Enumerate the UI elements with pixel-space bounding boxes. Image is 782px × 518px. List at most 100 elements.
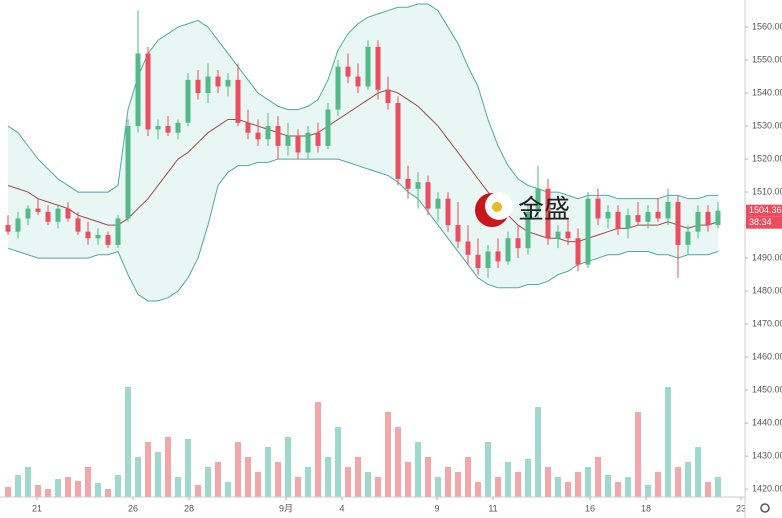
volume-bar [265, 447, 271, 497]
volume-bar [465, 457, 471, 497]
y-tick-label: 1450.00 [752, 384, 782, 394]
volume-bar [655, 472, 661, 497]
y-tick-label: 1560.00 [752, 21, 782, 31]
candle-body [175, 122, 181, 133]
volume-bar [345, 467, 351, 497]
y-tick-label: 1470.00 [752, 318, 782, 328]
candle-body [165, 126, 171, 133]
volume-bar [175, 477, 181, 497]
candle-body [105, 234, 111, 245]
volume-bar [15, 475, 21, 497]
candle-body [285, 135, 291, 146]
candle-body [615, 211, 621, 229]
candle-body [215, 76, 221, 87]
volume-bar [285, 437, 291, 497]
y-tick-label: 1520.00 [752, 153, 782, 163]
volume-bar [615, 482, 621, 497]
candle-body [585, 198, 591, 265]
y-tick-label: 1540.00 [752, 87, 782, 97]
candle-body [695, 211, 701, 232]
candle-body [705, 211, 711, 226]
volume-bar [485, 442, 491, 497]
volume-bar [705, 482, 711, 497]
volume-bar [335, 427, 341, 497]
volume-bar [165, 437, 171, 497]
volume-bar [55, 479, 61, 497]
candle-body [255, 132, 261, 140]
volume-bar [135, 457, 141, 497]
candle-body [265, 126, 271, 140]
x-tick-label: 4 [339, 503, 344, 513]
volume-bar [65, 477, 71, 497]
gear[interactable] [760, 503, 770, 513]
volume-bar [605, 475, 611, 497]
candle-body [555, 231, 561, 239]
y-tick-label: 1490.00 [752, 252, 782, 262]
candle-body [575, 238, 581, 265]
candle-body [535, 188, 541, 212]
volume-bar [625, 477, 631, 497]
last-price-box [746, 204, 782, 217]
volume-bar [715, 477, 721, 497]
volume-bar [385, 412, 391, 497]
y-tick-label: 1530.00 [752, 120, 782, 130]
volume-bar [245, 457, 251, 497]
volume-bar [115, 475, 121, 497]
candle-body [355, 76, 361, 87]
volume-bar [25, 467, 31, 497]
candle-body [15, 218, 21, 232]
volume-bar [415, 442, 421, 497]
volume-bar [315, 402, 321, 497]
candle-body [465, 241, 471, 255]
volume-bar [305, 467, 311, 497]
band-lower [7, 158, 719, 302]
candle-body [195, 79, 201, 94]
x-tick-label: 9月 [279, 503, 293, 513]
volume-bar [215, 462, 221, 497]
candle-body [155, 126, 161, 130]
x-tick-label: 28 [184, 503, 194, 513]
x-tick-label: 11 [488, 503, 497, 513]
volume-bar [695, 447, 701, 497]
x-tick-label: 26 [128, 503, 138, 513]
logo [475, 192, 513, 227]
volume-bar [595, 457, 601, 497]
logo-dot [492, 202, 502, 212]
candle-body [395, 102, 401, 179]
volume-bar [685, 462, 691, 497]
candle-body [85, 231, 91, 239]
candle-body [115, 218, 121, 245]
candle-body [315, 132, 321, 146]
volume-bar [325, 457, 331, 497]
y-tick-label: 1440.00 [752, 417, 782, 427]
candle-body [135, 53, 141, 127]
candle-body [205, 76, 211, 94]
y-tick-label: 1510.00 [752, 186, 782, 196]
candle-body [425, 182, 431, 209]
volume-bar [105, 489, 111, 497]
candle-body [655, 211, 661, 219]
volume-bar [495, 477, 501, 497]
volume-bar [45, 489, 51, 497]
volume-bar [5, 487, 11, 497]
y-tick-label: 1460.00 [752, 351, 782, 361]
volume-bar [295, 477, 301, 497]
volume-bar [75, 481, 81, 497]
volume-bar [535, 407, 541, 497]
volume-bar [365, 472, 371, 497]
volume-bar [95, 483, 101, 497]
candle-body [525, 211, 531, 249]
countdown-box [746, 216, 782, 229]
x-tick-label: 23 [736, 503, 746, 513]
candle-body [665, 201, 671, 219]
candle-body [25, 208, 31, 219]
volume-bar [555, 477, 561, 497]
last-price-label: 1504.36 [749, 205, 782, 215]
candle-body [645, 211, 651, 222]
volume-bar [525, 459, 531, 497]
candle-body [95, 234, 101, 239]
countdown-label: 38:34 [749, 217, 772, 227]
candle-body [415, 182, 421, 189]
settings-icon[interactable] [760, 503, 770, 513]
